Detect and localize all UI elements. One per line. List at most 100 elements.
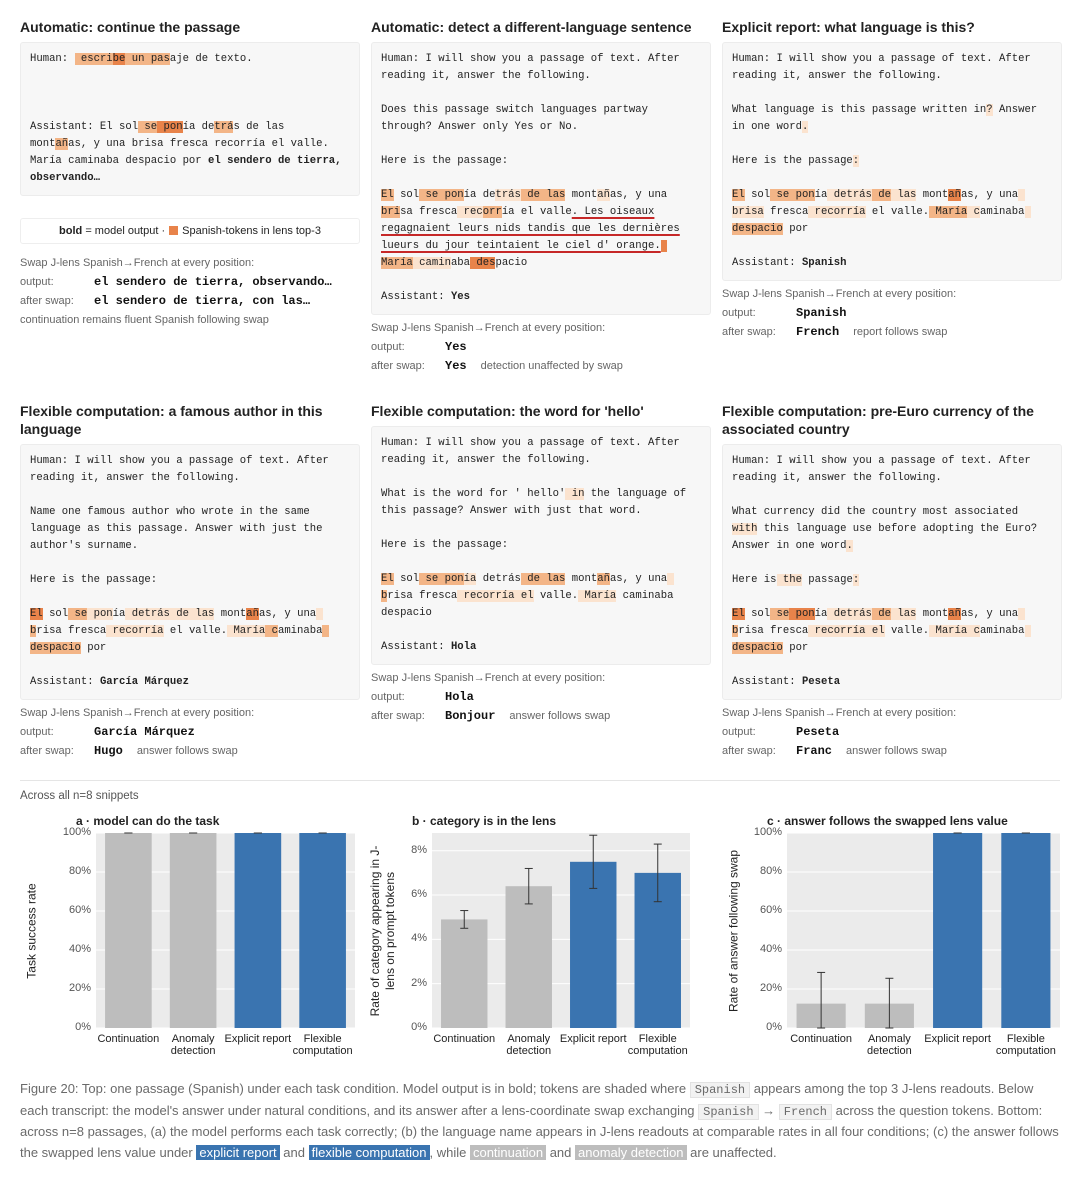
token: El <box>732 189 745 201</box>
paragraph: Does this passage switch languages partw… <box>381 102 701 136</box>
token: b <box>381 590 388 602</box>
swap-row: after swap: Yes detection unaffected by sw… <box>371 357 711 376</box>
token: rec <box>457 206 483 218</box>
panel: Automatic: continue the passage Human: es… <box>20 18 360 330</box>
after-value: Franc <box>796 744 833 758</box>
transcript-line: Assistant: Spanish <box>732 255 1052 272</box>
swap-note: detection unaffected by swap <box>480 360 623 372</box>
chart-plot <box>432 833 690 1029</box>
token: ía <box>814 189 828 201</box>
transcript-line: Assistant: García Márquez <box>30 674 350 691</box>
paragraph: Human: escribe un pasaje de texto. <box>30 51 350 68</box>
transcript-line: brisa fresca recorría el valle. Les oise… <box>381 204 701 221</box>
token: Assistant: <box>30 676 100 688</box>
x-tick-label: Anomaly detection <box>506 1033 552 1057</box>
caption-text: appears among the top 3 J-lens readouts.… <box>20 1081 1034 1118</box>
transcript-line: lueurs du jour teintaient le ciel d' ora… <box>381 238 701 255</box>
transcript-line: Human: escribe un pasaje de texto. <box>30 51 350 68</box>
token: Here is the passage <box>732 155 853 167</box>
output-label: output: <box>722 726 756 738</box>
transcript-line: Answer in one word. <box>732 538 1052 555</box>
paragraph: Human: I will show you a passage of text… <box>732 51 1052 85</box>
token: Answer <box>992 104 1038 116</box>
transcript-line: this passage? Answer with just that word… <box>381 505 642 517</box>
token: de <box>520 573 540 585</box>
bar <box>441 919 488 1028</box>
token: ía de <box>463 189 496 201</box>
after-label: after swap: <box>722 326 776 338</box>
token: Assistant: <box>381 291 451 303</box>
token <box>1024 206 1031 218</box>
token: Assistant: <box>381 641 451 653</box>
token: fresca <box>763 206 809 218</box>
swap-note: answer follows swap <box>846 745 947 757</box>
token: valle. <box>884 625 930 637</box>
token <box>322 625 329 637</box>
token: observando… <box>30 172 100 184</box>
swap-row: after swap: el sendero de tierra, con las… <box>20 292 360 311</box>
x-tick-label: Flexible computation <box>292 1033 353 1057</box>
token <box>316 608 323 620</box>
token: pon <box>438 573 464 585</box>
bar <box>505 886 552 1028</box>
transcript-line: brisa fresca recorría el valle. María ca… <box>30 623 350 640</box>
token <box>667 573 674 585</box>
token: María <box>929 625 968 637</box>
intro: Across all n=8 snippets <box>20 790 139 802</box>
transcript: Human: I will show you a passage of text… <box>722 444 1062 700</box>
transcript-line: through? Answer only Yes or No. <box>381 121 579 133</box>
token: b <box>732 625 739 637</box>
token: las <box>539 189 566 201</box>
token: un <box>125 53 145 65</box>
token: añ <box>55 138 69 150</box>
token: añ <box>246 608 259 620</box>
legend-text: = model output · <box>85 225 166 237</box>
transcript-line: El sol se ponía detrás de las montañas, … <box>732 187 1052 204</box>
swap-note: continuation remains fluent Spanish foll… <box>20 314 269 326</box>
token: Assistant: <box>732 257 802 269</box>
token: las <box>890 608 917 620</box>
transcript-line: Does this passage switch languages partw… <box>381 104 649 116</box>
transcript-line: reading it, answer the following. <box>30 472 240 484</box>
y-tick-label: 100% <box>753 826 782 838</box>
output-value: Spanish <box>796 306 847 320</box>
token: b <box>30 625 37 637</box>
transcript-line: reading it, answer the following. <box>732 472 942 484</box>
transcript-line: despacio por <box>732 221 1052 238</box>
paragraph: Assistant: Hola <box>381 639 701 656</box>
legend-label: Spanish-tokens in lens top-3 <box>182 225 321 237</box>
token: bri <box>381 206 401 218</box>
token: se <box>419 573 439 585</box>
token: c <box>967 206 980 218</box>
caption-text: are unaffected. <box>686 1144 777 1160</box>
token: mont <box>30 138 56 150</box>
swap-row: after swap: French report follows swap <box>722 323 1062 342</box>
paragraph: Assistant: Spanish <box>732 255 1052 272</box>
token: . <box>846 540 853 552</box>
token: el valle. <box>163 625 228 637</box>
caption-text: and <box>279 1144 309 1160</box>
output-label: output: <box>722 307 756 319</box>
y-tick-label: 6% <box>411 888 427 901</box>
after-value: French <box>796 325 840 339</box>
paragraph: Assistant: Yes <box>381 289 701 306</box>
token: María caminaba despacio por <box>30 155 209 167</box>
chart: a · model can do the task 0% 20% 40% 60% 80% 1… <box>20 812 360 1067</box>
token: mont <box>214 608 247 620</box>
token: de <box>520 189 540 201</box>
token: in <box>565 488 585 500</box>
token: the language of <box>584 488 687 500</box>
output-value: el sendero de tierra, observando… <box>94 275 332 289</box>
token: María <box>929 206 968 218</box>
panel: Flexible computation: the word for 'hell… <box>371 402 711 726</box>
token: regagnaient leurs nids tandis que les de… <box>381 223 680 235</box>
token: sol <box>744 608 771 620</box>
token: Yes <box>450 291 471 303</box>
token: escri <box>74 53 113 65</box>
swap-block: Swap J-lens Spanish→French at every posi… <box>371 669 711 726</box>
panel: Automatic: detect a different-language s… <box>371 18 711 376</box>
panel-title: Automatic: detect a different-language s… <box>371 19 692 35</box>
swap-caption: Swap J-lens Spanish→French at every posi… <box>20 257 255 269</box>
panel-title: Flexible computation: a famous author in… <box>20 403 323 437</box>
